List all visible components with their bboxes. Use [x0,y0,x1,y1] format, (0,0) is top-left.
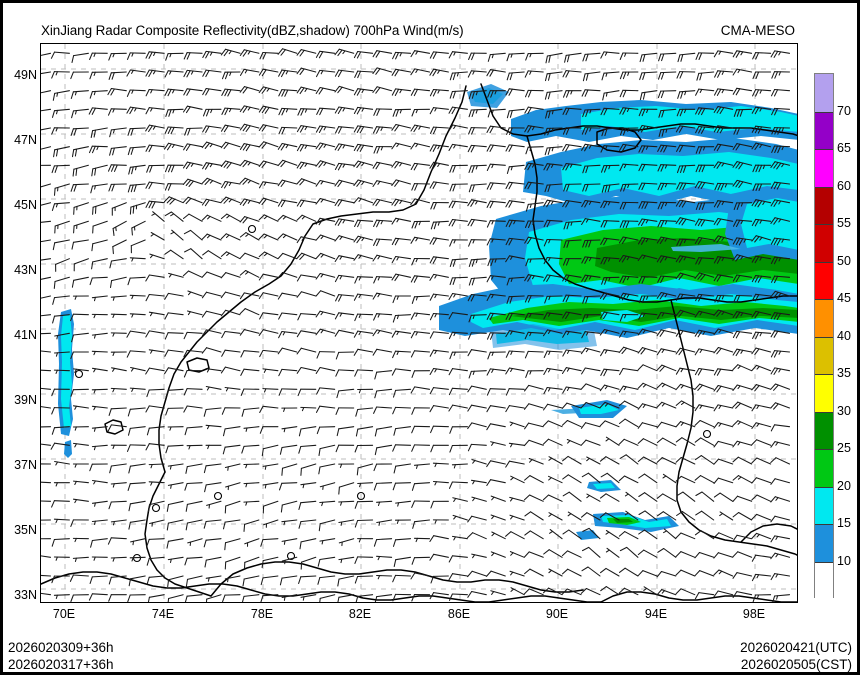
model-label: CMA-MESO [720,23,795,38]
xtick-74E: 74E [151,607,175,621]
xtick-78E: 78E [250,607,274,621]
footer-valid-utc: 2026020421(UTC) [740,640,852,655]
colorbar-label-60: 60 [837,178,851,193]
footer-init-cst: 2026020317+36h [8,657,114,672]
ytick-43N: 43N [14,263,37,277]
ytick-45N: 45N [14,198,37,212]
map-canvas [41,44,797,602]
colorbar-label-15: 15 [837,516,851,530]
footer-valid-cst: 2026020505(CST) [740,657,852,672]
colorbar-band-5560 [815,224,833,262]
colorbar-label-35: 35 [837,366,851,380]
colorbar-label-20: 20 [837,478,851,493]
colorbar-label-30: 30 [837,403,851,418]
page-title: XinJiang Radar Composite Reflectivity(dB… [41,23,464,38]
colorbar-label-65: 65 [837,141,851,155]
footer-right: 2026020421(UTC) 2026020505(CST) [740,639,852,673]
colorbar-band-75 [815,74,833,112]
colorbar-label-50: 50 [837,253,851,268]
colorbar-band-7075 [815,111,833,149]
colorbar-band-6570 [815,149,833,187]
colorbar-band-3035 [815,411,833,449]
map-plot-area[interactable] [40,43,798,603]
colorbar-label-10: 10 [837,553,851,568]
xtick-94E: 94E [644,607,668,621]
colorbar-band-4550 [815,299,833,337]
colorbar-label-40: 40 [837,328,851,343]
footer-left: 2026020309+36h 2026020317+36h [8,639,114,673]
colorbar-label-70: 70 [837,103,851,118]
colorbar-band-2025 [815,486,833,524]
colorbar-label-45: 45 [837,291,851,305]
colorbar-band-6065 [815,186,833,224]
xtick-70E: 70E [52,607,76,621]
colorbar-band-5055 [815,261,833,299]
echo-south-patches [571,400,679,540]
ytick-39N: 39N [14,393,37,407]
wind-barb-field [41,48,791,602]
xtick-90E: 90E [545,607,569,621]
colorbar-band-2530 [815,449,833,487]
xtick-82E: 82E [348,607,372,621]
reflectivity-colorbar[interactable] [814,73,834,599]
colorbar-band-15 [815,561,833,599]
ytick-49N: 49N [14,68,37,82]
colorbar-label-25: 25 [837,441,851,455]
colorbar-label-55: 55 [837,216,851,230]
xtick-98E: 98E [742,607,766,621]
ytick-35N: 35N [14,523,37,537]
ytick-47N: 47N [14,133,37,147]
ytick-33N: 33N [14,588,37,602]
ytick-37N: 37N [14,458,37,472]
echo-west-streak [58,309,74,458]
colorbar-band-1520 [815,524,833,562]
colorbar-band-3540 [815,374,833,412]
colorbar-band-4045 [815,336,833,374]
footer-init-utc: 2026020309+36h [8,640,114,655]
ytick-41N: 41N [14,328,37,342]
xtick-86E: 86E [447,607,471,621]
